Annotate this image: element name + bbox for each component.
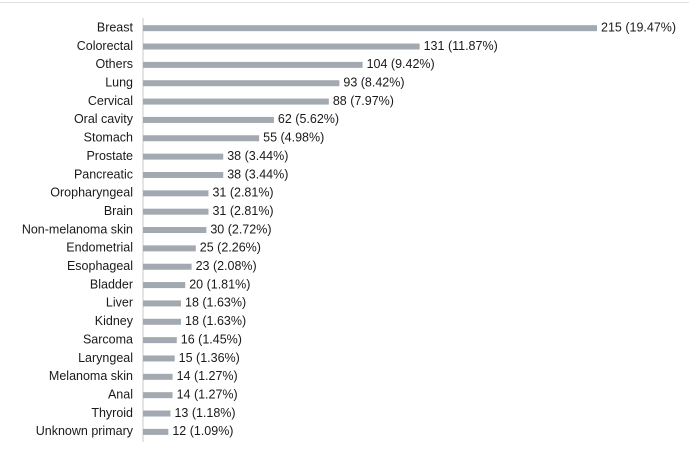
bar (143, 337, 177, 344)
data-label: 14 (1.27%) (177, 387, 238, 401)
bar (143, 410, 171, 417)
data-label: 12 (1.09%) (172, 424, 233, 438)
bar (143, 43, 420, 50)
category-label: Melanoma skin (49, 369, 133, 383)
bar (143, 245, 196, 252)
data-label: 30 (2.72%) (210, 222, 271, 236)
data-label: 131 (11.87%) (424, 39, 498, 53)
bar (143, 116, 274, 123)
bar (143, 98, 329, 105)
bar (143, 190, 209, 197)
data-label: 31 (2.81%) (212, 186, 273, 200)
bar (143, 208, 209, 215)
data-label: 55 (4.98%) (263, 131, 324, 145)
bar (143, 392, 173, 399)
category-label: Lung (105, 76, 133, 90)
category-label: Colorectal (77, 39, 133, 53)
category-label: Non-melanoma skin (22, 222, 133, 236)
bar (143, 373, 173, 380)
bar (143, 428, 169, 435)
data-label: 15 (1.36%) (179, 351, 240, 365)
data-label: 20 (1.81%) (189, 277, 250, 291)
data-label: 93 (8.42%) (343, 76, 404, 90)
data-label: 14 (1.27%) (177, 369, 238, 383)
category-label: Thyroid (91, 406, 133, 420)
data-label: 31 (2.81%) (212, 204, 273, 218)
category-label: Cervical (88, 94, 133, 108)
data-label: 62 (5.62%) (278, 112, 339, 126)
bar (143, 25, 597, 32)
bar (143, 171, 224, 178)
category-label: Oropharyngeal (50, 186, 133, 200)
category-label: Pancreatic (74, 167, 133, 181)
bar (143, 80, 340, 87)
data-label: 13 (1.18%) (174, 406, 235, 420)
data-label: 25 (2.26%) (200, 241, 261, 255)
category-label: Prostate (86, 149, 133, 163)
category-label: Liver (106, 296, 133, 310)
category-label: Laryngeal (78, 351, 133, 365)
bar (143, 227, 207, 234)
bar (143, 300, 182, 307)
data-label: 18 (1.63%) (185, 314, 246, 328)
data-label: 16 (1.45%) (181, 332, 242, 346)
category-label: Esophageal (67, 259, 133, 273)
category-label: Anal (108, 387, 133, 401)
data-label: 18 (1.63%) (185, 296, 246, 310)
category-label: Endometrial (66, 241, 133, 255)
bar (143, 282, 186, 289)
data-label: 215 (19.47%) (601, 20, 676, 34)
category-label: Bladder (90, 277, 133, 291)
category-label: Kidney (95, 314, 134, 328)
data-label: 23 (2.08%) (196, 259, 257, 273)
data-label: 88 (7.97%) (333, 94, 394, 108)
bar (143, 318, 182, 325)
data-label: 38 (3.44%) (227, 167, 288, 181)
bar (143, 263, 192, 270)
bar (143, 61, 363, 68)
category-label: Others (95, 57, 133, 71)
category-label: Brain (104, 204, 133, 218)
bar (143, 135, 260, 142)
bar (143, 355, 175, 362)
category-label: Breast (97, 20, 134, 34)
category-label: Oral cavity (74, 112, 134, 126)
category-label: Sarcoma (83, 332, 133, 346)
data-label: 104 (9.42%) (367, 57, 435, 71)
bar (143, 153, 224, 160)
category-label: Stomach (84, 131, 133, 145)
category-label: Unknown primary (36, 424, 134, 438)
data-label: 38 (3.44%) (227, 149, 288, 163)
